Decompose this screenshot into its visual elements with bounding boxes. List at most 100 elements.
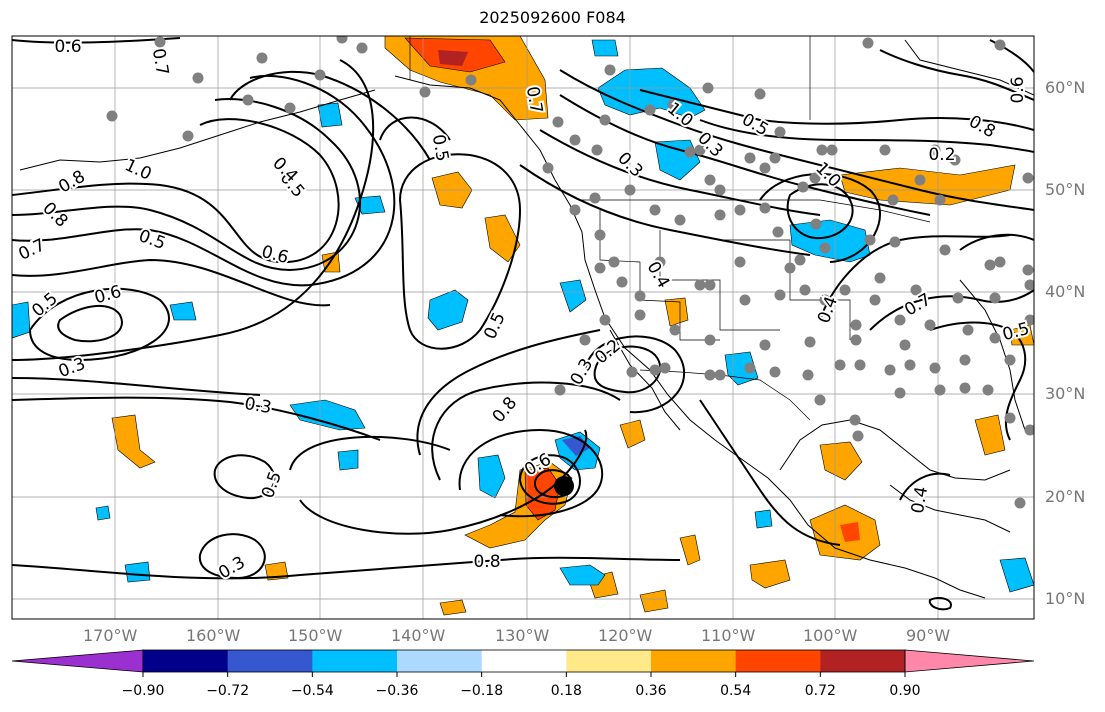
station-dot	[694, 279, 706, 291]
station-dot	[608, 256, 620, 268]
map-title: 2025092600 F084	[479, 8, 626, 27]
station-dot	[816, 144, 828, 156]
station-dot	[884, 364, 896, 376]
station-dot	[774, 289, 786, 301]
station-dot	[554, 384, 566, 396]
station-dot	[654, 256, 666, 268]
station-dot	[744, 152, 756, 164]
station-dot	[899, 339, 911, 351]
station-dot	[874, 272, 886, 284]
colorbar-tick-label: −0.54	[290, 683, 334, 699]
station-dot	[704, 369, 716, 381]
colorbar-tick-label: 0.54	[720, 683, 752, 699]
station-dot	[810, 218, 822, 230]
station-dot	[669, 324, 681, 336]
longitude-label: 130°W	[495, 626, 550, 645]
station-dot	[929, 144, 941, 156]
station-dot	[604, 64, 616, 76]
station-dot	[794, 254, 806, 266]
colorbar-tick-label: 0.72	[804, 683, 836, 699]
station-dot	[889, 236, 901, 248]
station-dot	[864, 234, 876, 246]
colorbar-tick-label: 0.90	[889, 683, 921, 699]
station-dot	[1004, 412, 1016, 424]
colorbar-tick-label: −0.18	[460, 683, 504, 699]
station-dot	[702, 82, 714, 94]
station-dot	[879, 144, 891, 156]
station-dot	[769, 152, 781, 164]
contour-label: 0.2	[928, 145, 955, 165]
station-dot	[949, 154, 961, 166]
station-dot	[849, 414, 861, 426]
station-dot	[336, 36, 348, 44]
station-dot	[869, 294, 881, 306]
station-dot	[649, 364, 661, 376]
station-dot	[714, 369, 726, 381]
station-dot	[759, 339, 771, 351]
contour-label: 0.6	[54, 37, 81, 57]
longitude-label: 160°W	[186, 626, 241, 645]
colorbar-segment	[397, 650, 483, 672]
station-dot	[984, 259, 996, 271]
station-dot	[989, 292, 1001, 304]
station-dot	[542, 162, 554, 174]
station-dot	[591, 144, 603, 156]
station-markers	[106, 36, 1034, 509]
station-dot	[744, 362, 756, 374]
colorbar-segment	[735, 650, 821, 672]
station-dot	[929, 362, 941, 374]
station-dot	[1004, 354, 1016, 366]
station-dot	[887, 194, 899, 206]
station-dot	[192, 72, 204, 84]
station-dot	[616, 276, 628, 288]
map-frame	[11, 35, 1035, 620]
station-dot	[934, 194, 946, 206]
station-dot	[734, 204, 746, 216]
station-dot	[1024, 314, 1034, 326]
station-dot	[714, 184, 726, 196]
colorbar-frame	[142, 649, 906, 673]
station-dot	[799, 284, 811, 296]
station-dot	[634, 309, 646, 321]
station-dot	[772, 226, 784, 238]
station-dot	[754, 88, 766, 100]
latitude-label: 30°N	[1045, 384, 1086, 403]
station-dot	[256, 52, 268, 64]
colorbar	[11, 649, 1035, 677]
station-dot	[739, 294, 751, 306]
station-dot	[934, 384, 946, 396]
colorbar-tick-label: −0.72	[206, 683, 250, 699]
colorbar-lower-extension	[11, 649, 144, 673]
station-dot	[819, 242, 831, 254]
colorbar-tick-label: −0.36	[375, 683, 419, 699]
longitude-label: 110°W	[701, 626, 756, 645]
positive-anomaly-shading	[111, 36, 1034, 616]
station-dot	[826, 144, 838, 156]
station-dot	[809, 172, 821, 184]
station-dot	[594, 229, 606, 241]
station-dot	[1024, 279, 1034, 291]
longitude-label: 100°W	[803, 626, 858, 645]
storm-center-marker[interactable]	[554, 476, 574, 496]
station-dot	[797, 181, 809, 193]
station-dot	[802, 369, 814, 381]
colorbar-segment	[481, 650, 567, 672]
station-dot	[910, 284, 922, 296]
station-dot	[644, 104, 656, 116]
longitude-label: 170°W	[83, 626, 138, 645]
station-dot	[667, 99, 679, 111]
station-dot	[994, 256, 1006, 268]
station-dot	[982, 384, 994, 396]
longitude-label: 120°W	[598, 626, 653, 645]
station-dot	[804, 336, 816, 348]
station-dot	[314, 69, 326, 81]
station-dot	[284, 102, 296, 114]
station-dot	[819, 294, 831, 306]
latitude-label: 10°N	[1045, 589, 1086, 608]
station-dot	[959, 382, 971, 394]
station-dot	[952, 292, 964, 304]
contour-label: 0.6	[1008, 76, 1028, 103]
station-dot	[759, 202, 771, 214]
station-dot	[850, 319, 862, 331]
